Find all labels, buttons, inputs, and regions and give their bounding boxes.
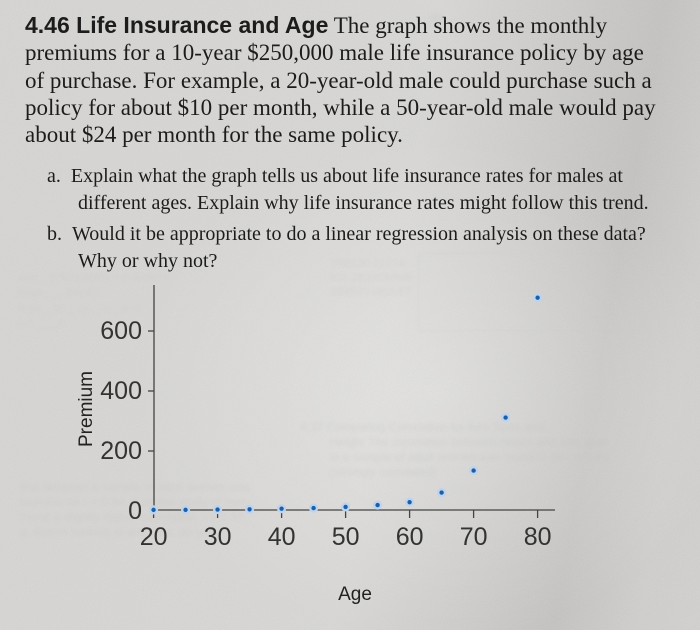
svg-text:50: 50 — [332, 523, 360, 551]
svg-text:20: 20 — [140, 523, 168, 551]
svg-text:40: 40 — [268, 523, 296, 551]
svg-text:60: 60 — [396, 523, 424, 551]
svg-text:600: 600 — [100, 317, 142, 345]
svg-text:Age: Age — [338, 584, 372, 605]
svg-text:400: 400 — [100, 377, 142, 405]
svg-text:30: 30 — [204, 523, 232, 551]
svg-text:0: 0 — [128, 497, 142, 525]
svg-text:80: 80 — [524, 523, 552, 551]
svg-text:200: 200 — [100, 437, 142, 465]
svg-text:70: 70 — [460, 523, 488, 551]
svg-text:Premium: Premium — [76, 371, 97, 447]
